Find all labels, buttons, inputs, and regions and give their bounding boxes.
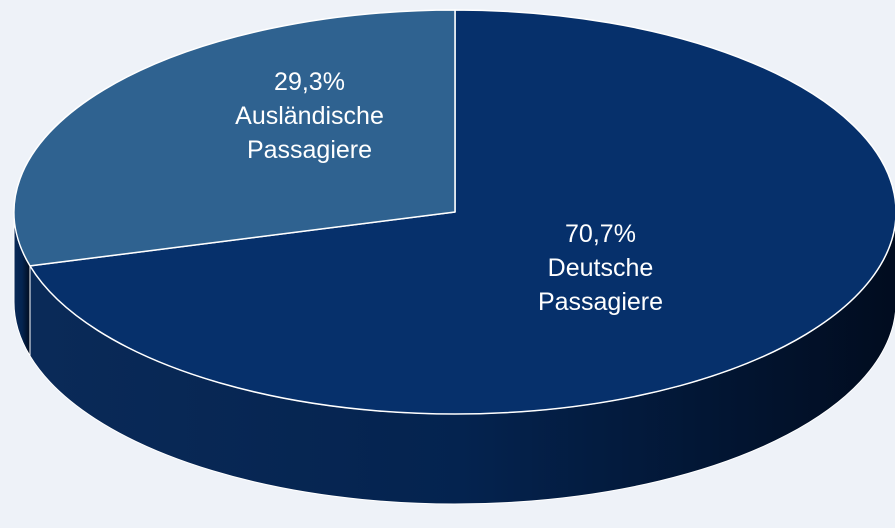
slice-label: 29,3% Ausländische Passagiere xyxy=(215,65,405,167)
value-label: 29,3% xyxy=(274,67,345,96)
pie-slice xyxy=(29,9,895,415)
value-label: 70,7% xyxy=(565,220,636,249)
category-label: Deutsche Passagiere xyxy=(537,254,664,317)
slice-label: 70,7% Deutsche Passagiere xyxy=(505,217,695,319)
category-label: Ausländische Passagiere xyxy=(235,101,384,164)
pie-slice xyxy=(13,9,456,267)
